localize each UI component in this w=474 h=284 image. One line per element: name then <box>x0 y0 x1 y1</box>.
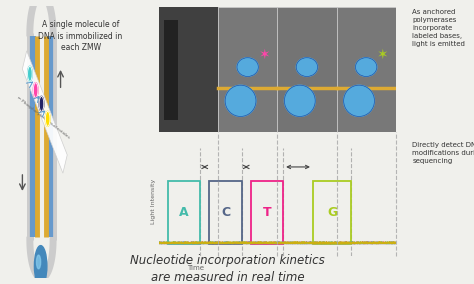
Bar <box>168 181 200 244</box>
Ellipse shape <box>296 58 318 76</box>
Bar <box>277 7 337 132</box>
Bar <box>251 181 283 244</box>
Ellipse shape <box>356 58 377 76</box>
Bar <box>218 7 277 132</box>
Circle shape <box>36 255 41 269</box>
Ellipse shape <box>225 85 256 116</box>
Ellipse shape <box>284 85 315 116</box>
Y-axis label: Light Intensity: Light Intensity <box>151 179 156 224</box>
Bar <box>164 20 178 120</box>
Bar <box>337 7 396 132</box>
Circle shape <box>33 83 38 98</box>
Text: Time: Time <box>187 265 204 271</box>
Bar <box>159 7 218 132</box>
Bar <box>209 181 242 244</box>
Text: ← Phosphorylated nucleotides: ← Phosphorylated nucleotides <box>16 96 70 139</box>
Bar <box>159 7 218 132</box>
Text: C: C <box>221 206 230 219</box>
Text: ✶: ✶ <box>377 48 389 62</box>
Circle shape <box>35 246 47 284</box>
Text: Nucleotide incorporation kinetics
are measured in real time: Nucleotide incorporation kinetics are me… <box>130 254 325 284</box>
Polygon shape <box>22 51 67 173</box>
Text: Directly detect DNA
modifications during
sequencing: Directly detect DNA modifications during… <box>412 142 474 164</box>
Text: ✶: ✶ <box>258 48 270 62</box>
Circle shape <box>27 66 32 81</box>
Ellipse shape <box>237 58 258 76</box>
Text: A: A <box>179 206 189 219</box>
Ellipse shape <box>344 85 374 116</box>
Circle shape <box>46 111 50 126</box>
Bar <box>313 181 351 244</box>
Text: G: G <box>327 206 337 219</box>
Text: A single molecule of
DNA is immobilized in
each ZMW: A single molecule of DNA is immobilized … <box>38 20 123 53</box>
Circle shape <box>39 96 44 111</box>
Text: T: T <box>263 206 271 219</box>
Text: As anchored
polymerases
incorporate
labeled bases,
light is emitted: As anchored polymerases incorporate labe… <box>412 9 465 47</box>
